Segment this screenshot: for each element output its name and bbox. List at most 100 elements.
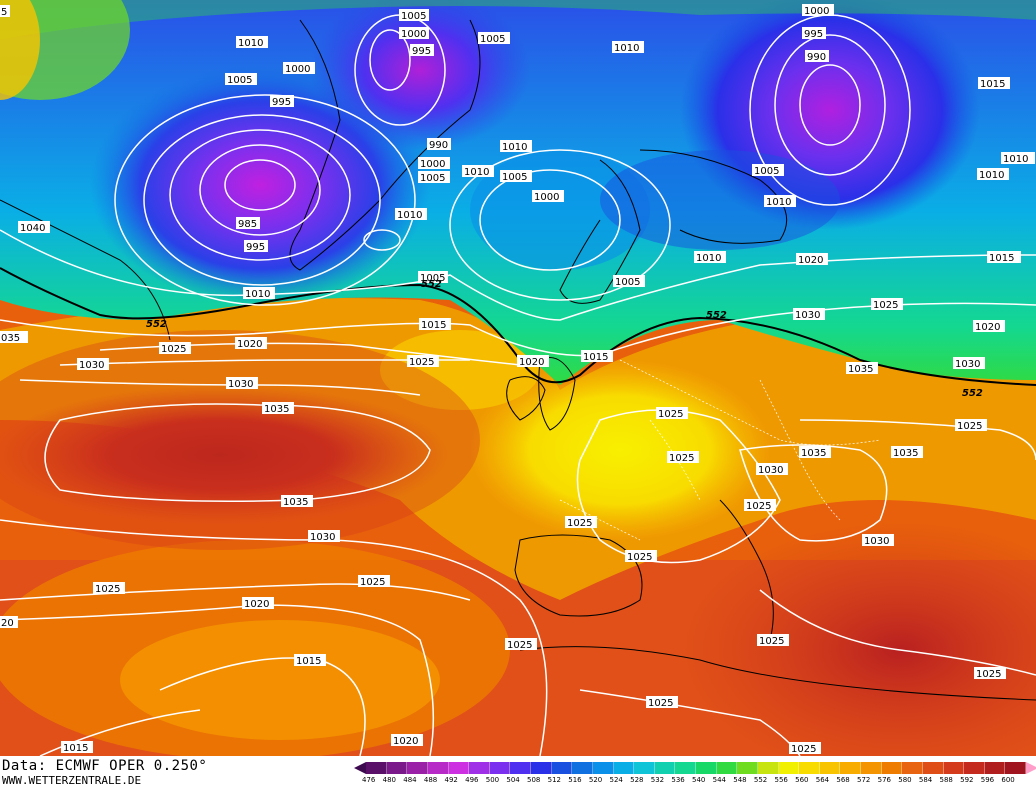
legend-swatch [778, 762, 800, 774]
isobar-980 [224, 159, 296, 211]
label-1025: 1025 [627, 552, 652, 563]
label-1000: 1000 [420, 159, 445, 170]
legend-swatch [427, 762, 449, 774]
isobar-1005-nsea [449, 149, 671, 301]
label-1025: 1025 [658, 409, 683, 420]
label-1000: 1000 [534, 192, 559, 203]
legend-swatch [799, 762, 820, 774]
legend-tick-label: 536 [671, 776, 685, 784]
label-1015: 1015 [421, 320, 446, 331]
isobar-985-barents [799, 64, 861, 146]
legend-swatch [675, 762, 696, 774]
atlantic-high [0, 385, 450, 525]
legend-tick-label: 540 [692, 776, 706, 784]
isobar-1000 [114, 94, 416, 306]
coastlines [0, 19, 1036, 701]
label-1025: 1025 [409, 357, 434, 368]
ireland-coast [506, 376, 546, 421]
label-1005: 1005 [420, 273, 445, 284]
label-1005: 1005 [615, 277, 640, 288]
label-1025: 1025 [957, 421, 982, 432]
legend-tick-label: 580 [898, 776, 912, 784]
legend-swatch [634, 762, 655, 774]
contour-552-label: 552 [706, 310, 727, 321]
legend-tick-label: 568 [836, 776, 850, 784]
legend-tick-label: 496 [465, 776, 479, 784]
contour-552-labels: 552 552 552 552 [146, 279, 983, 399]
label-1030: 1030 [795, 310, 820, 321]
label-1005: 1005 [502, 172, 527, 183]
label-1015: 1015 [63, 743, 88, 754]
legend-tick-label: 512 [547, 776, 561, 784]
isobar-1025-med [759, 589, 1036, 676]
label-1020: 1020 [393, 736, 418, 747]
label-1030: 1030 [228, 379, 253, 390]
label-1025: 1025 [976, 669, 1001, 680]
isobar-1030-south [0, 519, 548, 756]
legend-swatch [510, 762, 531, 774]
isobar-1020-south [0, 604, 435, 756]
label-1035: 1035 [283, 497, 308, 508]
label-1000: 1000 [285, 64, 310, 75]
atlantic-high-outer [0, 330, 480, 550]
legend-swatch [531, 762, 552, 774]
label-1005: 1005 [420, 173, 445, 184]
label-1005: 1005 [227, 75, 252, 86]
legend-tick-label: 520 [588, 776, 603, 784]
legend-bar [366, 762, 1026, 774]
legend-swatch [696, 762, 717, 774]
label-035: 035 [1, 333, 20, 344]
legend-tick-label: 560 [795, 776, 809, 784]
legend-tick-label: 484 [403, 776, 417, 784]
legend-tick-label: 596 [980, 776, 995, 784]
legend-tick-label: 528 [630, 776, 644, 784]
legend-min-arrow [354, 762, 366, 774]
legend-tick-label: 500 [485, 776, 500, 784]
isobar-985 [199, 144, 321, 236]
geopotential-pressure-chart: 1005 1000 995 1010 1005 1000 995 1005 10… [0, 0, 1036, 756]
legend-tick-label: 504 [506, 776, 520, 784]
isobar-small-low [363, 229, 401, 251]
label-1015: 1015 [989, 253, 1014, 264]
legend-swatch [840, 762, 861, 774]
legend-tick-label: 516 [568, 776, 582, 784]
legend-tick-label: 524 [609, 776, 623, 784]
label-1010: 1010 [397, 210, 422, 221]
isobar-1035-high [44, 403, 431, 502]
label-1020: 1020 [237, 339, 262, 350]
legend-swatch [737, 762, 758, 774]
legend-tick-label: 480 [382, 776, 396, 784]
legend-swatch [902, 762, 923, 774]
label-1025: 1025 [507, 640, 532, 651]
label-1035: 1035 [893, 448, 918, 459]
isobar-1025-eu [576, 409, 781, 564]
label-1025: 1025 [95, 584, 120, 595]
legend-tick-label: 584 [918, 776, 933, 784]
data-source-label: Data: ECMWF OPER 0.250° [2, 758, 208, 774]
label-990: 990 [429, 140, 448, 151]
legend-swatch [613, 762, 635, 774]
label-1030: 1030 [79, 360, 104, 371]
legend-swatch [654, 762, 676, 774]
isobar-labels: 1005 1000 995 1010 1005 1000 995 1005 10… [0, 4, 1035, 755]
legend-tick-label: 492 [444, 776, 458, 784]
label-1035: 1035 [801, 448, 826, 459]
legend-tick-label: 600 [1001, 776, 1015, 784]
label-1010: 1010 [696, 253, 721, 264]
isobar-1015-long [0, 302, 1036, 357]
label-1025: 1025 [161, 344, 186, 355]
label-990: 990 [807, 52, 826, 63]
label-1000: 1000 [804, 6, 829, 17]
label-1035: 1035 [264, 404, 289, 415]
label-1035: 1035 [848, 364, 873, 375]
legend-tick-label: 564 [815, 776, 830, 784]
italy-coast [719, 499, 774, 641]
legend-swatch [819, 762, 841, 774]
svg-text:1005: 1005 [401, 11, 426, 22]
isobar-arctic-1 [369, 29, 411, 91]
label-1020: 1020 [798, 255, 823, 266]
north-africa-coast [519, 646, 1036, 701]
legend-swatch [572, 762, 593, 774]
label-1040: 1040 [20, 223, 45, 234]
legend-tick-label: 476 [362, 776, 376, 784]
